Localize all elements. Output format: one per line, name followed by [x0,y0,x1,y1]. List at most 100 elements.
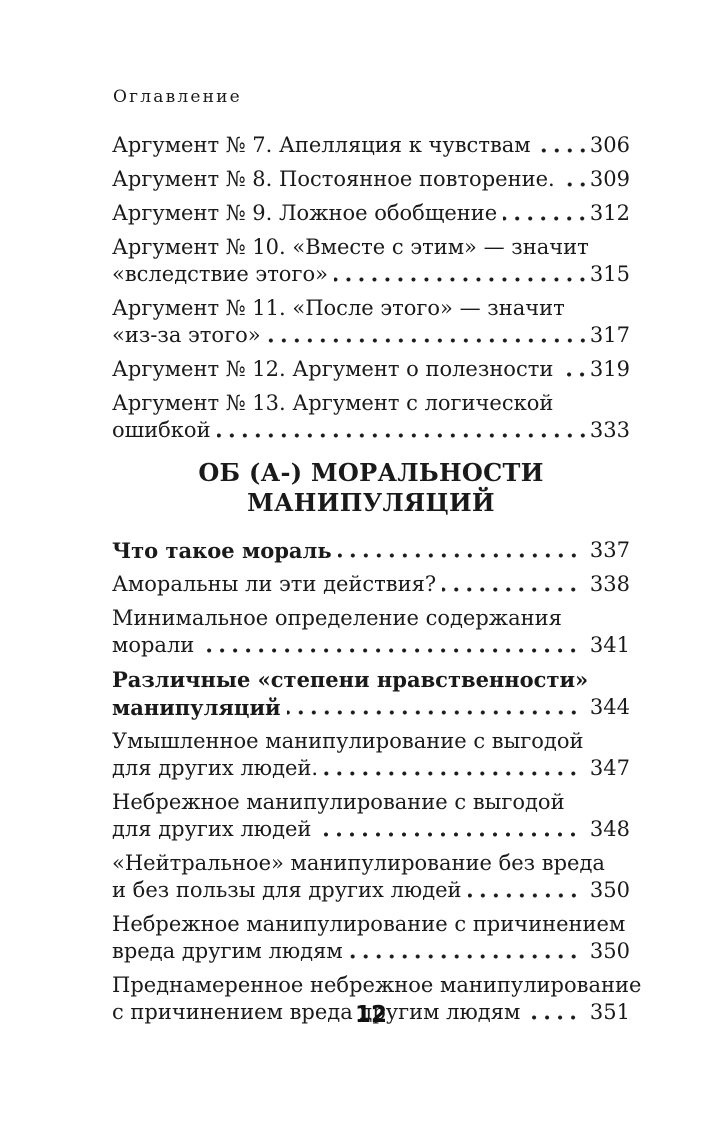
toc-entry-line: «вследствие этого» 315 [112,261,630,288]
toc-entry-page: 351 [589,1000,630,1024]
toc-entry-text: Преднамеренное небрежное манипулирование [112,973,642,997]
toc-entry-page: 306 [589,133,630,157]
toc-entry-page: 309 [589,167,630,191]
toc-entry-line: Аргумент № 12. Аргумент о полезности 319 [112,356,630,383]
toc-entry-text: Небрежное манипулирование с причинением [112,912,626,936]
toc-entry-page: 333 [589,418,630,442]
toc-entry-line: Преднамеренное небрежное манипулирование [112,972,641,999]
toc-entry-line: Различные «степени нравственности» [112,666,630,694]
toc-entry-text: для других людей. [112,756,319,780]
toc-entry: Небрежное манипулирование с выгодой для д… [112,789,630,843]
toc-entry-text: Умышленное манипулирование с выгодой [112,729,584,753]
toc-entry-text: «Нейтральное» манипулирование без вреда [112,851,605,875]
dot-leader [536,132,590,159]
dot-leader [467,877,581,904]
dot-leader [317,816,581,843]
toc-entry-line: с причинением вреда другим людям 351 [112,999,630,1026]
toc-entry-page: 347 [589,756,630,780]
toc-entry-line: Аргумент № 10. «Вместе с этим» — значит [112,234,630,261]
toc-entry-text: Аморальны ли эти действия? [112,572,437,596]
toc-entry-line: манипуляций 344 [112,694,630,721]
running-header: Оглавление [113,87,242,107]
toc-entry: Что такое мораль 337 [112,537,630,564]
toc-entry-line: Небрежное манипулирование с причинением [112,911,630,938]
toc-entry: Аргумент № 10. «Вместе с этим» — значит «… [112,234,630,288]
toc-entry-text: Аргумент № 7. Апелляция к чувствам [112,133,531,157]
toc-entry-line: для других людей. 347 [112,755,630,782]
toc-entry-text: Аргумент № 10. «Вместе с этим» — значит [112,235,589,259]
toc-entry-text: морали [112,633,195,657]
dot-leader [266,322,590,349]
toc-entry: Различные «степени нравственности» манипу… [112,666,630,721]
toc-entry: Аморальны ли эти действия? 338 [112,571,630,598]
toc-entry: Минимальное определение содержания морали… [112,605,630,659]
toc-entry-line: Аргумент № 11. «После этого» — значит [112,295,630,322]
dot-leader [324,755,581,782]
dot-leader [560,166,590,193]
toc-entry-text: для других людей [112,817,312,841]
toc-entry-line: «Нейтральное» манипулирование без вреда [112,850,630,877]
dot-leader [200,632,581,659]
toc-entry-text: Аргумент № 11. «После этого» — значит [112,296,565,320]
toc-entry-text: ошибкой [112,418,211,442]
toc-entry-text: Различные «степени нравственности» [112,667,589,692]
toc-entry-line: «из-за этого» 317 [112,322,630,349]
toc-entry-page: 315 [589,262,630,286]
dot-leader [442,571,581,598]
toc-entry-page: 319 [589,357,630,381]
toc-entry: Аргумент № 11. «После этого» — значит «из… [112,295,630,349]
toc-section: Аргумент № 7. Апелляция к чувствам 306 Арг… [112,132,630,444]
toc-entry-page: 312 [589,201,630,225]
toc-entry: Преднамеренное небрежное манипулирование… [112,972,641,1026]
toc-entry: «Нейтральное» манипулирование без вреда и… [112,850,630,904]
toc-entry-line: Аморальны ли эти действия? 338 [112,571,630,598]
toc-entry: Умышленное манипулирование с выгодой для … [112,728,630,782]
toc-entry-page: 317 [589,323,630,347]
dot-leader [348,938,581,965]
toc-entry-text: Аргумент № 12. Аргумент о полезности [112,357,554,381]
toc-entry: Аргумент № 13. Аргумент с логической ошиб… [112,390,630,444]
toc-entry-text: Небрежное манипулирование с выгодой [112,790,565,814]
toc-entry-text: Аргумент № 8. Постоянное повторение. [112,167,555,191]
dot-leader [216,417,590,444]
toc-entry-line: Минимальное определение содержания [112,605,630,632]
toc-entry-text: «вследствие этого» [112,262,328,286]
toc-entry-text: Аргумент № 13. Аргумент с логической [112,391,554,415]
toc-entry-text: с причинением вреда другим людям [112,1000,521,1024]
toc-entry-line: Что такое мораль 337 [112,537,630,564]
toc-entry-line: для других людей 348 [112,816,630,843]
dot-leader [286,694,581,721]
toc-entry-text: Что такое мораль [112,538,332,563]
page-number: 12 [354,1002,387,1028]
toc-entry: Небрежное манипулирование с причинением в… [112,911,630,965]
toc-entry-page: 338 [589,572,630,596]
toc-entry-line: Аргумент № 7. Апелляция к чувствам 306 [112,132,630,159]
toc-entry-text: и без пользы для других людей [112,878,462,902]
toc-entry-line: морали 341 [112,632,630,659]
section-heading: ОБ (А-) МОРАЛЬНОСТИ МАНИПУЛЯЦИЙ [198,458,544,517]
toc-entry-page: 337 [589,538,630,562]
toc-entry-text: Минимальное определение содержания [112,606,562,630]
toc-entry-page: 348 [589,817,630,841]
toc-entry-page: 341 [589,633,630,657]
dot-leader [503,200,590,227]
toc-section: ОБ (А-) МОРАЛЬНОСТИ МАНИПУЛЯЦИЙ Что такое… [112,458,641,1026]
toc-entry-page: 350 [589,878,630,902]
toc-entry-text: «из-за этого» [112,323,261,347]
toc-entry-line: и без пользы для других людей 350 [112,877,630,904]
toc-entry-text: манипуляций [112,695,281,720]
toc-entry-page: 350 [589,939,630,963]
dot-leader [559,356,590,383]
toc-entry-line: Умышленное манипулирование с выгодой [112,728,630,755]
dot-leader [337,537,581,564]
toc-entry-line: вреда другим людям 350 [112,938,630,965]
dot-leader [526,999,581,1026]
toc-entry-line: Аргумент № 13. Аргумент с логической [112,390,630,417]
toc-entry-text: Аргумент № 9. Ложное обобщение [112,201,498,225]
toc-entry-line: Аргумент № 9. Ложное обобщение 312 [112,200,630,227]
toc-entry: Аргумент № 8. Постоянное повторение. 309 [112,166,630,193]
toc-entry-line: Небрежное манипулирование с выгодой [112,789,630,816]
toc: Аргумент № 7. Апелляция к чувствам 306 Арг… [112,132,641,1033]
toc-entry: Аргумент № 7. Апелляция к чувствам 306 [112,132,630,159]
